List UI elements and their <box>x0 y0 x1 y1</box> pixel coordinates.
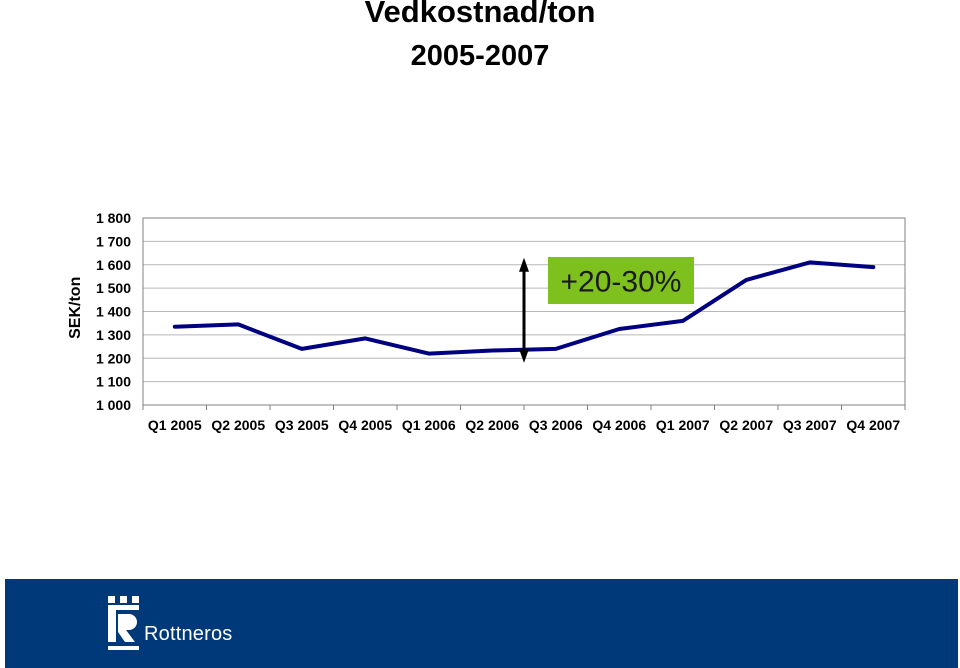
arrow-head-up <box>519 257 529 272</box>
arrow-head-down <box>519 348 529 363</box>
y-axis-tick-labels: 1 000 1 100 1 200 1 300 1 400 1 500 1 600 1 700… <box>96 210 131 413</box>
y-tick-label: 1 400 <box>96 304 131 320</box>
x-tick-label: Q4 2006 <box>592 417 646 433</box>
x-tick-label: Q4 2005 <box>338 417 392 433</box>
x-tick-label: Q3 2005 <box>275 417 329 433</box>
x-tick-label: Q2 2005 <box>211 417 265 433</box>
y-tick-label: 1 100 <box>96 374 131 390</box>
x-tick-label: Q3 2006 <box>529 417 583 433</box>
chart-subtitle: 2005-2007 <box>410 40 550 72</box>
x-tick-label: Q2 2007 <box>719 417 773 433</box>
x-axis-tick-labels: Q1 2005 Q2 2005 Q3 2005 Q4 2005 Q1 2006 Q2 20… <box>148 417 900 433</box>
rottneros-logo <box>108 596 139 650</box>
x-axis-ticks <box>142 405 906 410</box>
y-axis-label: SEK/ton <box>67 277 84 339</box>
y-tick-label: 1 700 <box>96 233 131 249</box>
y-tick-label: 1 300 <box>96 327 131 343</box>
y-tick-label: 1 500 <box>96 280 131 296</box>
y-tick-label: 1 200 <box>96 350 131 366</box>
annotation: +20-30% <box>519 257 694 363</box>
annotation-label: +20-30% <box>561 266 682 299</box>
x-tick-label: Q1 2006 <box>402 417 456 433</box>
annotation-badge <box>548 257 694 304</box>
brand-name: Rottneros <box>144 623 233 645</box>
chart-title: Vedkostnad/ton <box>364 0 596 29</box>
x-tick-label: Q2 2006 <box>465 417 519 433</box>
y-tick-label: 1 000 <box>96 397 131 413</box>
x-tick-label: Q4 2007 <box>846 417 900 433</box>
footer-bar <box>5 579 958 668</box>
x-tick-label: Q3 2007 <box>783 417 837 433</box>
x-tick-label: Q1 2007 <box>656 417 710 433</box>
x-tick-label: Q1 2005 <box>148 417 202 433</box>
y-tick-label: 1 600 <box>96 257 131 273</box>
line-chart: 1 000 1 100 1 200 1 300 1 400 1 500 1 600 1 700… <box>67 210 906 433</box>
y-tick-label: 1 800 <box>96 210 131 226</box>
